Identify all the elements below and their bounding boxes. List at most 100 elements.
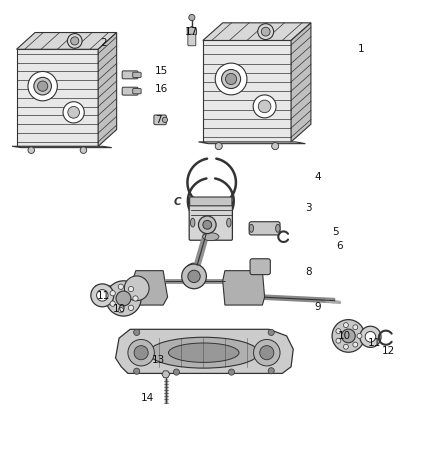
Text: 11: 11 xyxy=(97,291,110,301)
Polygon shape xyxy=(98,32,116,146)
FancyBboxPatch shape xyxy=(189,201,232,240)
Text: 16: 16 xyxy=(154,84,168,94)
Text: C: C xyxy=(173,197,181,207)
Circle shape xyxy=(134,368,140,374)
Circle shape xyxy=(215,143,222,150)
Polygon shape xyxy=(162,371,170,378)
Circle shape xyxy=(28,71,57,101)
FancyBboxPatch shape xyxy=(154,115,166,125)
Circle shape xyxy=(188,270,200,282)
Circle shape xyxy=(341,329,355,343)
Circle shape xyxy=(336,338,341,343)
Text: 12: 12 xyxy=(381,347,395,356)
Circle shape xyxy=(360,326,381,348)
Circle shape xyxy=(182,264,206,289)
Circle shape xyxy=(71,37,79,45)
Ellipse shape xyxy=(249,224,254,232)
Text: 10: 10 xyxy=(337,331,351,341)
Circle shape xyxy=(272,143,279,150)
Text: 14: 14 xyxy=(141,393,154,403)
Circle shape xyxy=(365,332,376,342)
Text: 3: 3 xyxy=(305,203,312,213)
Circle shape xyxy=(118,308,123,313)
Ellipse shape xyxy=(227,218,231,227)
Circle shape xyxy=(67,34,82,48)
Circle shape xyxy=(353,342,358,347)
Circle shape xyxy=(203,220,212,229)
FancyBboxPatch shape xyxy=(188,34,196,46)
Circle shape xyxy=(37,81,48,91)
Polygon shape xyxy=(203,23,311,40)
Text: 7: 7 xyxy=(155,115,162,125)
Circle shape xyxy=(268,368,274,374)
Text: 8: 8 xyxy=(305,267,312,277)
Text: 1: 1 xyxy=(358,44,365,54)
Circle shape xyxy=(228,369,235,375)
Text: 6: 6 xyxy=(336,241,343,250)
Text: 15: 15 xyxy=(154,66,168,76)
Circle shape xyxy=(221,69,241,89)
Ellipse shape xyxy=(149,337,259,368)
Circle shape xyxy=(128,305,134,310)
Polygon shape xyxy=(291,23,311,142)
Polygon shape xyxy=(17,32,116,49)
Ellipse shape xyxy=(203,233,219,241)
Circle shape xyxy=(173,369,179,375)
Polygon shape xyxy=(132,271,168,305)
Ellipse shape xyxy=(276,224,280,232)
FancyBboxPatch shape xyxy=(190,197,232,206)
Circle shape xyxy=(253,95,276,118)
Ellipse shape xyxy=(168,343,239,363)
Circle shape xyxy=(258,24,273,39)
Circle shape xyxy=(91,284,114,307)
Ellipse shape xyxy=(191,218,195,227)
Circle shape xyxy=(128,340,154,366)
Circle shape xyxy=(124,276,149,301)
Circle shape xyxy=(344,323,348,327)
Circle shape xyxy=(34,77,52,95)
Circle shape xyxy=(162,117,168,122)
Circle shape xyxy=(261,27,270,36)
Circle shape xyxy=(190,268,198,276)
Text: 4: 4 xyxy=(314,172,321,182)
Polygon shape xyxy=(203,40,291,142)
Circle shape xyxy=(225,74,237,84)
Polygon shape xyxy=(223,271,265,305)
Polygon shape xyxy=(17,49,98,146)
Circle shape xyxy=(185,263,203,281)
Circle shape xyxy=(357,333,362,338)
Circle shape xyxy=(260,346,274,360)
Text: 10: 10 xyxy=(112,304,126,315)
FancyBboxPatch shape xyxy=(122,71,138,79)
Text: 11: 11 xyxy=(368,338,381,348)
Polygon shape xyxy=(187,26,196,37)
Polygon shape xyxy=(12,146,112,148)
Text: 2: 2 xyxy=(100,38,107,48)
FancyBboxPatch shape xyxy=(133,72,141,77)
Circle shape xyxy=(258,100,271,113)
Circle shape xyxy=(268,329,274,335)
Circle shape xyxy=(134,329,140,335)
Circle shape xyxy=(118,284,123,289)
Circle shape xyxy=(133,296,138,301)
Text: 9: 9 xyxy=(314,302,321,312)
Circle shape xyxy=(134,346,148,360)
Circle shape xyxy=(110,291,115,296)
Text: 17: 17 xyxy=(185,27,198,37)
Circle shape xyxy=(198,216,216,234)
Circle shape xyxy=(80,147,87,153)
Circle shape xyxy=(336,329,341,333)
Text: 5: 5 xyxy=(332,227,339,237)
Circle shape xyxy=(344,344,348,349)
Circle shape xyxy=(189,15,195,21)
Polygon shape xyxy=(116,329,293,373)
FancyBboxPatch shape xyxy=(250,259,270,275)
Text: 13: 13 xyxy=(152,355,165,365)
Circle shape xyxy=(97,290,108,301)
Circle shape xyxy=(106,281,141,316)
FancyBboxPatch shape xyxy=(133,89,141,94)
Polygon shape xyxy=(198,142,305,144)
FancyBboxPatch shape xyxy=(122,87,138,95)
Circle shape xyxy=(68,106,79,118)
FancyBboxPatch shape xyxy=(249,222,280,235)
